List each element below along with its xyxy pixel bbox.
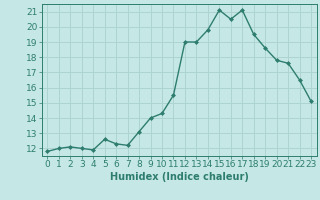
X-axis label: Humidex (Indice chaleur): Humidex (Indice chaleur)	[110, 172, 249, 182]
